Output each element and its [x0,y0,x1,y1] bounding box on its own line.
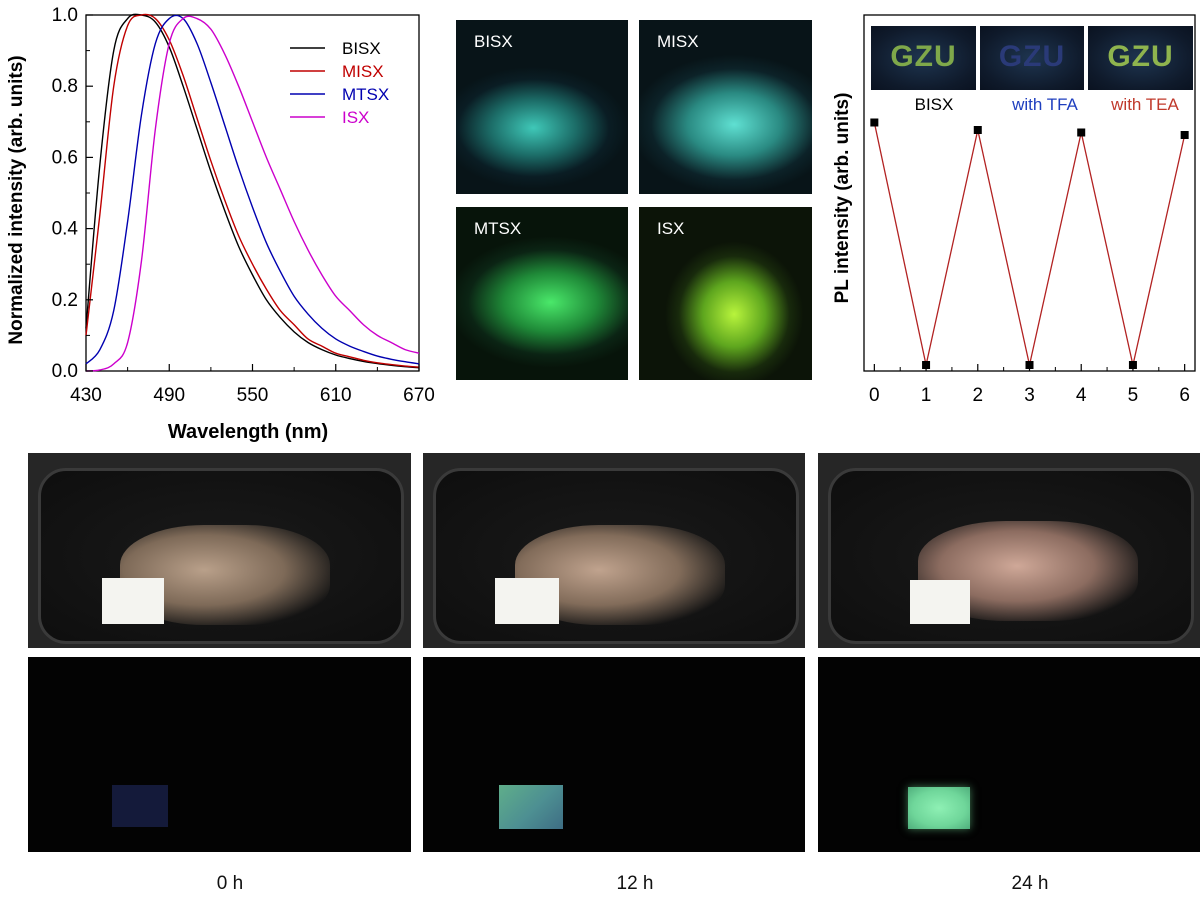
data-point [1180,131,1189,139]
x-tick-label: 6 [1179,385,1190,406]
y-axis-label: Normalized intensity (arb. units) [6,55,27,344]
time-label-0h: 0 h [216,873,244,894]
clam-daylight-0h [28,453,411,648]
x-tick-label: 2 [972,385,983,406]
x-tick-label: 0 [869,385,880,406]
powder-label: MTSX [474,219,522,238]
clam-daylight-24h [818,453,1200,648]
gzu-text: GZU [890,40,957,73]
sensor-film [495,578,559,624]
powder-photo-bisx: BISX [456,20,628,194]
powder-photo-isx: ISX [639,207,812,380]
gzu-inset-bisx: GZU [871,26,976,90]
legend-label: MTSX [342,85,389,104]
legend-label: MISX [342,62,384,81]
header-label-tea: with TEA [1110,95,1179,114]
powder-photo-misx: MISX [639,20,812,194]
gzu-text: GZU [1107,40,1174,73]
y-tick-label: 0.0 [52,361,78,382]
data-point [1077,128,1086,137]
x-tick-label: 1 [921,385,932,406]
x-tick-label: 670 [403,385,435,406]
data-point [973,126,982,134]
legend-label: BISX [342,39,381,58]
film-glow [499,785,563,829]
time-label-12h: 12 h [616,873,654,894]
clam-dark-12h [423,657,805,852]
x-tick-label: 4 [1076,385,1087,406]
pl-cycle-line [873,122,1186,366]
pl-cycle-chart: BISX with TFA with TEA 0 1 2 3 4 5 6 PL intens… [832,14,1196,406]
x-tick-label: 490 [153,385,185,406]
y-tick-label: 0.8 [52,76,78,97]
series-line-mtsx [85,14,420,365]
powder-label: MISX [657,32,699,51]
clam-dark-24h [818,657,1200,852]
sensor-film [910,580,970,624]
powder-label: ISX [657,219,685,238]
x-tick-label: 3 [1024,385,1035,406]
x-tick-label: 430 [70,385,102,406]
powder-label: BISX [474,32,513,51]
powder-photo-mtsx: MTSX [456,207,628,380]
y-tick-label: 1.0 [52,5,78,26]
time-label-24h: 24 h [1011,873,1049,894]
y-tick-label: 0.6 [52,147,78,168]
gzu-text: GZU [998,40,1066,73]
y-tick-label: 0.2 [52,290,78,311]
data-point [870,118,879,127]
x-axis-label: Wavelength (nm) [168,421,328,443]
y-tick-label: 0.4 [52,219,79,240]
clam-dark-0h [28,657,411,852]
x-tick-label: 610 [320,385,352,406]
legend-label: ISX [342,108,369,127]
y-axis-label: PL intensity (arb. units) [832,93,853,304]
gzu-inset-tea: GZU [1088,26,1193,90]
film-glow [112,785,168,827]
series-line-isx [85,15,420,372]
film-glow [908,787,970,829]
gzu-inset-tfa: GZU [980,26,1084,90]
plot-frame [863,14,1196,372]
header-label-tfa: with TFA [1011,95,1078,114]
x-tick-label: 550 [237,385,269,406]
x-tick-label: 5 [1128,385,1139,406]
series-line-bisx [85,13,420,369]
header-label-bisx: BISX [915,95,954,114]
clam-daylight-12h [423,453,805,648]
sensor-film [102,578,164,624]
emission-spectra-chart: 430 490 550 610 670 0.0 0.2 0.4 0.6 0.8 1.0 BISX MI… [6,5,435,443]
series-line-misx [85,13,420,368]
